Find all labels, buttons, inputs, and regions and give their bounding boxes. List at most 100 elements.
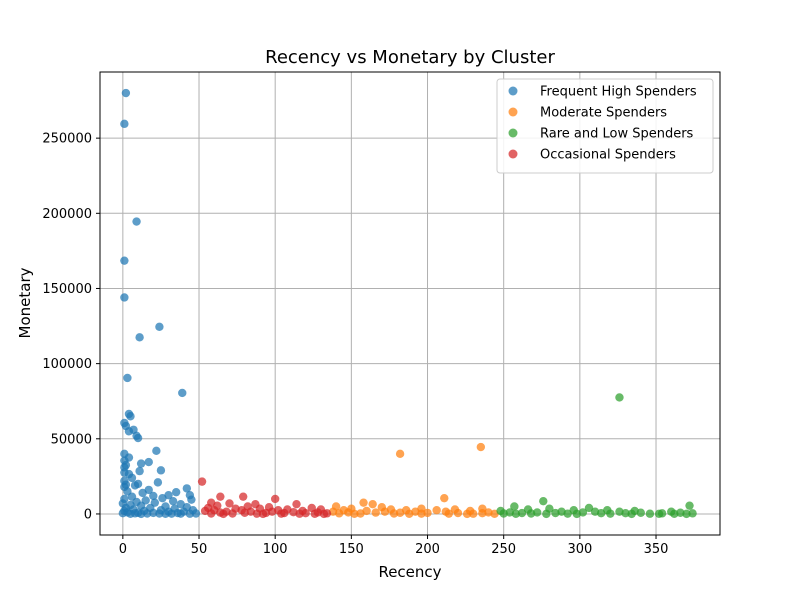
data-point [216,492,225,501]
data-point [225,499,234,508]
data-point [136,459,146,468]
data-point [161,509,170,519]
data-point [310,509,319,519]
data-point [395,449,405,459]
data-point [405,509,414,519]
data-point [155,509,164,518]
data-point [334,509,344,518]
data-point [511,509,521,519]
data-point [499,509,508,518]
series-2-points [328,442,499,519]
data-point [621,509,630,518]
data-point [120,119,129,129]
legend-marker [508,128,518,138]
data-point [133,433,143,443]
data-point [219,509,228,519]
x-tick-label: 150 [339,542,364,557]
chart-title: Recency vs Monetary by Cluster [265,47,555,68]
data-point [356,509,365,518]
data-point [258,509,268,519]
data-point [228,509,237,518]
data-point [171,487,181,497]
data-point [118,509,128,518]
data-point [469,509,478,518]
data-point [615,393,624,402]
data-point [453,508,463,518]
data-point [158,493,167,503]
data-point [120,293,129,302]
data-point [645,509,655,518]
data-point [126,412,135,421]
data-point [155,322,164,332]
data-point [156,466,166,475]
data-point [682,509,691,519]
data-point [596,509,606,518]
data-point [654,509,664,519]
data-point [389,509,399,518]
data-point [350,509,359,519]
data-point [252,509,262,518]
data-point [444,509,454,518]
data-point [440,493,449,503]
data-point [126,509,135,519]
data-point [197,477,207,486]
data-point [127,473,137,483]
data-point [135,466,144,476]
data-point [432,505,441,515]
y-tick-label: 200000 [42,207,92,222]
data-point [572,509,582,519]
y-tick-label: 250000 [42,132,92,147]
data-point [606,509,615,518]
data-point [478,509,487,518]
legend-label: Frequent High Spenders [540,85,697,100]
plot-frame [99,71,721,536]
y-axis-title: Monetary [16,267,34,338]
y-axis-ticks: 0 50000 100000 150000 200000 250000 [42,132,100,522]
data-point [551,508,560,518]
data-point [688,509,697,518]
data-point [120,256,129,265]
data-point [207,509,216,518]
data-point [123,373,132,383]
data-point [132,217,141,226]
legend-marker [508,86,518,96]
data-point [510,502,519,511]
legend-marker [508,149,518,159]
data-point [301,509,310,518]
data-point [152,446,161,456]
data-points [118,88,697,519]
data-point [238,492,248,501]
data-point [149,508,158,518]
data-point [277,509,286,518]
data-point [423,508,432,518]
data-point [476,442,486,452]
series-1-points [118,88,201,519]
data-point [584,503,594,513]
data-point [526,509,536,518]
data-point [417,509,426,518]
data-point [167,509,176,518]
data-point [187,495,196,504]
data-point [133,479,143,489]
series-4-points [197,477,332,519]
data-point [636,508,645,517]
data-point [143,509,152,518]
data-point [627,509,636,519]
x-axis-title: Recency [378,563,441,581]
data-point [144,457,153,467]
data-point [368,499,377,509]
data-point [149,491,158,501]
data-point [191,509,201,518]
x-tick-label: 250 [491,542,516,557]
data-point [295,509,304,518]
data-point [685,501,694,510]
x-tick-label: 350 [644,542,669,557]
y-tick-label: 0 [84,507,92,522]
x-axis-ticks: 0 50 100 150 200 250 300 350 [119,535,669,557]
data-point [517,508,527,518]
data-point [138,488,147,498]
x-tick-label: 200 [415,542,440,557]
legend-label: Rare and Low Spenders [540,127,694,142]
legend: Frequent High Spenders Moderate Spenders R… [496,78,714,174]
